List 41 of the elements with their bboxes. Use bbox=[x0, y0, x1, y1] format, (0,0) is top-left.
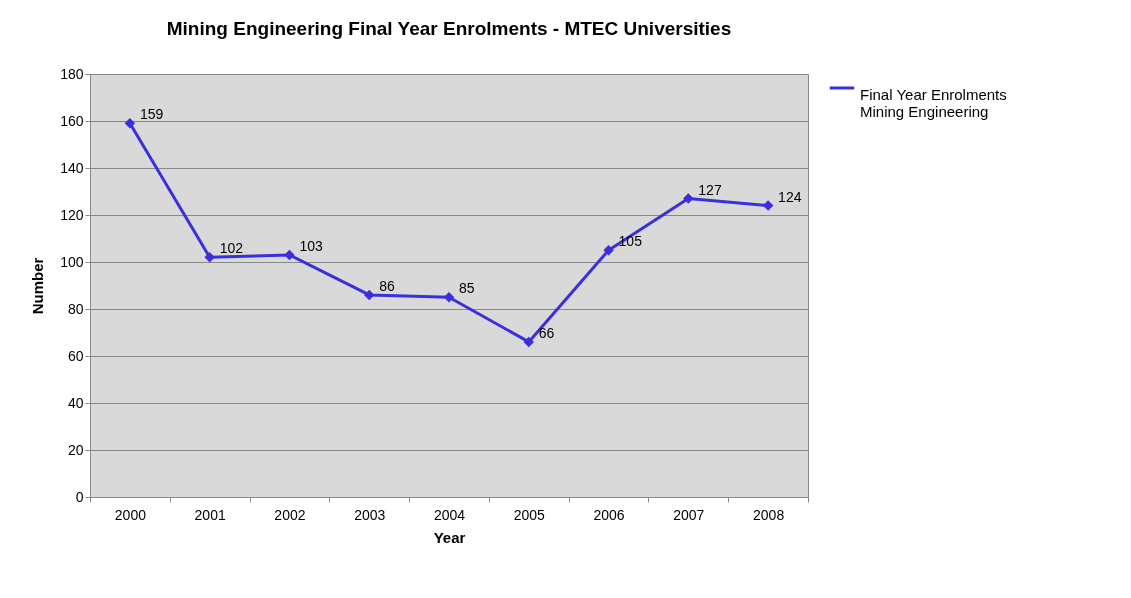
chart-title: Mining Engineering Final Year Enrolments - MTEC Universities bbox=[166, 18, 732, 39]
y-tick-label: 0 bbox=[75, 488, 84, 505]
data-label: 102 bbox=[219, 240, 244, 257]
point bbox=[124, 118, 136, 129]
y-tick-label: 180 bbox=[60, 65, 84, 82]
point bbox=[204, 252, 215, 263]
x-tick-label: 2003 bbox=[354, 506, 386, 523]
y-tick-label: 60 bbox=[67, 347, 84, 364]
y-tick-label: 120 bbox=[60, 206, 84, 223]
point bbox=[363, 289, 375, 301]
point bbox=[762, 200, 774, 211]
x-tick-label: 2005 bbox=[513, 506, 546, 523]
point bbox=[603, 245, 614, 256]
x-tick-label: 2007 bbox=[673, 506, 705, 523]
x-tick-label: 2001 bbox=[194, 506, 226, 523]
y-axis-title: Number bbox=[29, 257, 47, 315]
y-tick-label: 140 bbox=[60, 159, 84, 176]
data-label: 105 bbox=[618, 233, 643, 250]
point bbox=[443, 292, 455, 303]
data-label: 127 bbox=[698, 181, 722, 198]
data-label: 86 bbox=[379, 277, 396, 294]
y-tick-label: 100 bbox=[60, 253, 84, 270]
data-label: 159 bbox=[139, 106, 164, 123]
y-tick-label: 20 bbox=[67, 441, 84, 458]
data-label: 85 bbox=[459, 280, 475, 297]
point bbox=[683, 193, 694, 204]
data-label: 66 bbox=[538, 324, 555, 341]
point bbox=[523, 336, 535, 348]
y-tick-label: 80 bbox=[67, 300, 84, 317]
x-tick-label: 2006 bbox=[593, 506, 625, 523]
x-tick-label: 2002 bbox=[274, 506, 306, 523]
y-tick-label: 40 bbox=[67, 394, 84, 411]
data-label: 103 bbox=[299, 237, 324, 254]
data-label: 124 bbox=[778, 188, 802, 205]
y-tick-label: 160 bbox=[60, 112, 84, 129]
point bbox=[284, 249, 295, 261]
legend-label: Final Year Enrolments Mining Engineering bbox=[860, 86, 1007, 120]
x-tick-label: 2008 bbox=[753, 506, 785, 523]
x-tick-label: 2000 bbox=[114, 506, 147, 523]
x-axis-title: Year bbox=[433, 528, 466, 546]
x-tick-label: 2004 bbox=[433, 506, 466, 523]
